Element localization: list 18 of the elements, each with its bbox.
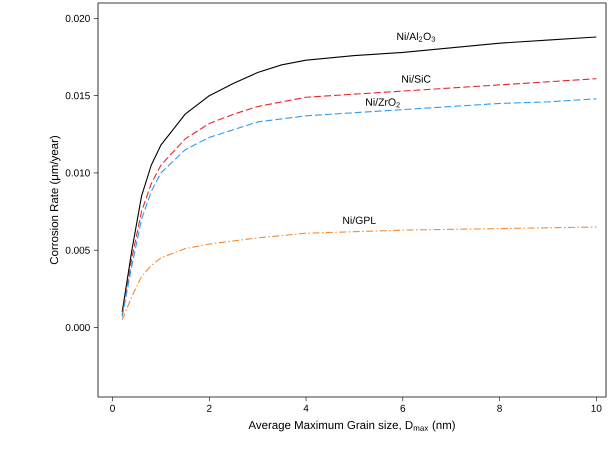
series-label: Ni/Al$_{2}$O$_{3}$ — [397, 32, 436, 42]
series-label: Ni/GPL — [343, 216, 376, 224]
x-tick-label: 8 — [497, 404, 502, 412]
y-axis-title: Corrosion Rate (μm/year) — [50, 136, 60, 264]
series-label: Ni/ZrO$_{2}$ — [366, 98, 400, 108]
y-tick-label: 0.000 — [66, 324, 90, 331]
y-tick-label: 0.015 — [66, 92, 90, 100]
x-tick-label: 0 — [110, 404, 115, 412]
line-series — [122, 226, 597, 320]
y-tick-label: 0.010 — [66, 169, 90, 176]
x-tick-label: 6 — [400, 404, 406, 412]
x-axis-title: Average Maximum Grain size, D$_{max}$ (nm) — [248, 420, 455, 432]
x-tick-label: 10 — [592, 404, 602, 412]
x-tick-label: 2 — [207, 404, 212, 412]
x-tick-label: 4 — [304, 404, 309, 412]
series-label: Ni/SiC — [402, 75, 431, 83]
y-tick-label: 0.005 — [66, 246, 90, 254]
y-tick-label: 0.020 — [66, 14, 90, 22]
